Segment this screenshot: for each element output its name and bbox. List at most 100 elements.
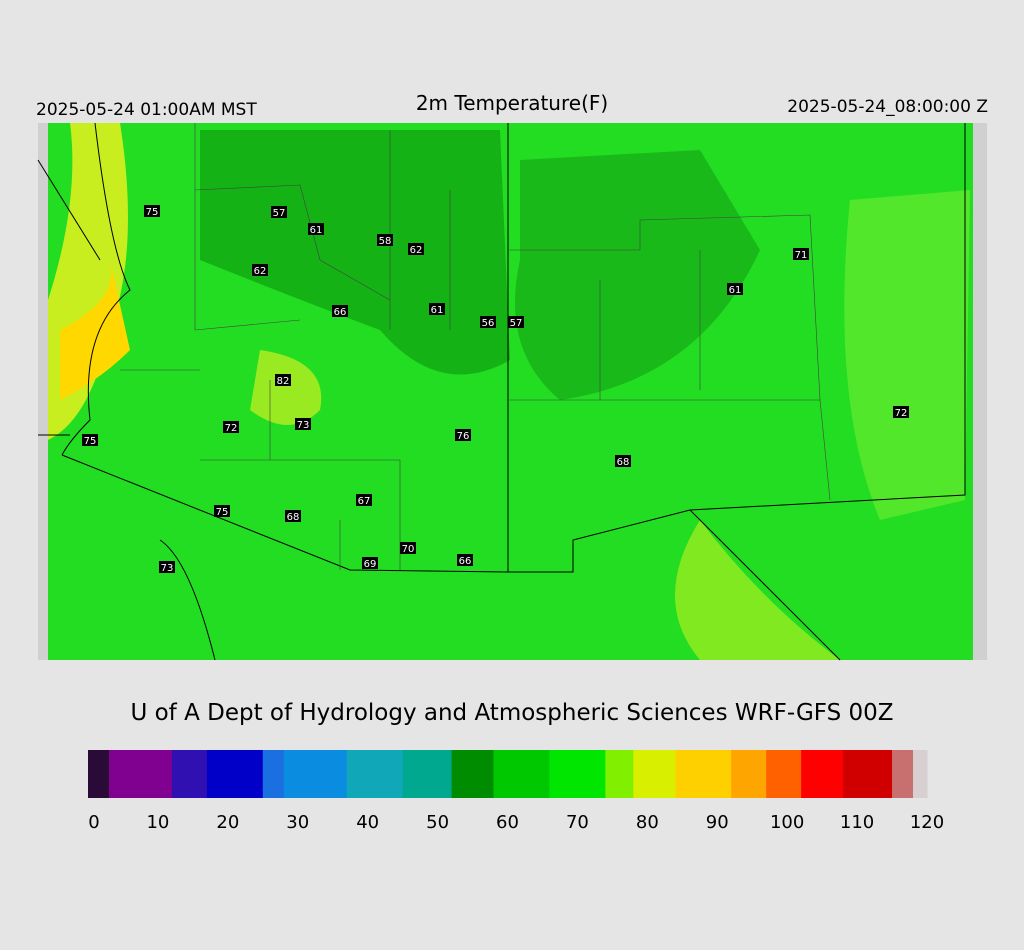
station-value: 69 bbox=[364, 559, 377, 570]
colorbar-tick-label: 80 bbox=[636, 812, 659, 833]
station-box bbox=[285, 510, 301, 522]
station-value: 66 bbox=[459, 556, 472, 567]
station-box bbox=[377, 234, 393, 246]
county-lines bbox=[120, 123, 831, 570]
map-area bbox=[37, 122, 987, 661]
station-value: 75 bbox=[146, 207, 159, 218]
station-box bbox=[144, 205, 160, 217]
station-box bbox=[400, 542, 416, 554]
station-box bbox=[893, 406, 909, 418]
colorbar-tick-label: 110 bbox=[840, 812, 874, 833]
colorbar: 0 10 20 30 40 50 60 70 80 90 100 110 120 bbox=[88, 750, 944, 833]
station-box bbox=[159, 561, 175, 573]
colorbar-segment bbox=[549, 750, 606, 798]
station-value: 61 bbox=[729, 285, 742, 296]
colorbar-segment bbox=[283, 750, 348, 798]
station-box bbox=[275, 374, 291, 386]
colorbar-tick-label: 20 bbox=[216, 812, 239, 833]
footer-credit: U of A Dept of Hydrology and Atmospheric… bbox=[130, 700, 893, 726]
station-value: 72 bbox=[895, 408, 908, 419]
station-box bbox=[727, 283, 743, 295]
borders bbox=[37, 122, 966, 661]
hot-region bbox=[60, 260, 130, 400]
colorbar-segment bbox=[206, 750, 264, 798]
station-box bbox=[362, 557, 378, 569]
valid-time-local: 2025-05-24 01:00AM MST bbox=[36, 100, 257, 120]
colorbar-tick-label: 120 bbox=[910, 812, 944, 833]
colorbar-segment bbox=[731, 750, 767, 798]
colorbar-tick-label: 90 bbox=[706, 812, 729, 833]
station-box bbox=[332, 305, 348, 317]
station-value: 62 bbox=[410, 245, 423, 256]
colorbar-segment bbox=[346, 750, 404, 798]
colorbar-segment bbox=[108, 750, 173, 798]
station-box bbox=[615, 455, 631, 467]
valid-time-utc: 2025-05-24_08:00:00 Z bbox=[787, 97, 988, 117]
station-value: 66 bbox=[334, 307, 347, 318]
station-value: 67 bbox=[358, 496, 371, 507]
warm-region bbox=[250, 350, 322, 425]
station-value: 62 bbox=[254, 266, 267, 277]
station-value: 68 bbox=[617, 457, 630, 468]
colorbar-tick-label: 30 bbox=[286, 812, 309, 833]
station-box bbox=[295, 418, 311, 430]
station-box bbox=[508, 316, 524, 328]
colorbar-segment bbox=[451, 750, 495, 798]
colorbar-segment bbox=[88, 750, 110, 798]
station-value: 56 bbox=[482, 318, 495, 329]
colorbar-segment bbox=[913, 750, 928, 798]
station-box bbox=[308, 223, 324, 235]
station-value: 70 bbox=[402, 544, 415, 555]
station-value: 82 bbox=[277, 376, 290, 387]
station-labels: 75 57 61 58 62 62 66 61 56 57 71 61 82 73 72 75 76 68 72 67… bbox=[82, 205, 909, 574]
colorbar-segment bbox=[801, 750, 844, 798]
station-box bbox=[271, 206, 287, 218]
station-value: 75 bbox=[216, 507, 229, 518]
station-value: 75 bbox=[84, 436, 97, 447]
map-field bbox=[48, 123, 973, 660]
colorbar-segment bbox=[766, 750, 802, 798]
station-value: 57 bbox=[510, 318, 523, 329]
colorbar-tick-label: 60 bbox=[496, 812, 519, 833]
station-box bbox=[457, 554, 473, 566]
colorbar-segment bbox=[171, 750, 208, 798]
colorbar-segment bbox=[262, 750, 285, 798]
colorbar-tick-label: 50 bbox=[426, 812, 449, 833]
station-value: 76 bbox=[457, 431, 470, 442]
station-box bbox=[455, 429, 471, 441]
colorbar-segment bbox=[675, 750, 732, 798]
map-title: 2m Temperature(F) bbox=[416, 91, 608, 115]
colorbar-segment bbox=[605, 750, 634, 798]
station-box bbox=[429, 303, 445, 315]
station-value: 68 bbox=[287, 512, 300, 523]
colorbar-segment bbox=[892, 750, 914, 798]
station-box bbox=[408, 243, 424, 255]
colorbar-segment bbox=[843, 750, 893, 798]
colorbar-tick-label: 100 bbox=[770, 812, 804, 833]
station-value: 57 bbox=[273, 208, 286, 219]
station-value: 58 bbox=[379, 236, 392, 247]
station-value: 73 bbox=[297, 420, 310, 431]
warm-region bbox=[675, 520, 840, 660]
station-value: 73 bbox=[161, 563, 174, 574]
station-box bbox=[480, 316, 496, 328]
station-value: 72 bbox=[225, 423, 238, 434]
station-value: 71 bbox=[795, 250, 808, 261]
colorbar-segment bbox=[402, 750, 453, 798]
colorbar-tick-label: 40 bbox=[356, 812, 379, 833]
station-value: 61 bbox=[431, 305, 444, 316]
cool-region bbox=[515, 150, 760, 400]
station-box bbox=[793, 248, 809, 260]
colorbar-segment bbox=[633, 750, 676, 798]
station-box bbox=[82, 434, 98, 446]
station-value: 61 bbox=[310, 225, 323, 236]
colorbar-segment bbox=[493, 750, 550, 798]
station-box bbox=[356, 494, 372, 506]
mild-region bbox=[844, 190, 970, 520]
station-box bbox=[252, 264, 268, 276]
colorbar-tick-label: 10 bbox=[146, 812, 169, 833]
colorbar-tick-label: 70 bbox=[566, 812, 589, 833]
station-box bbox=[223, 421, 239, 433]
